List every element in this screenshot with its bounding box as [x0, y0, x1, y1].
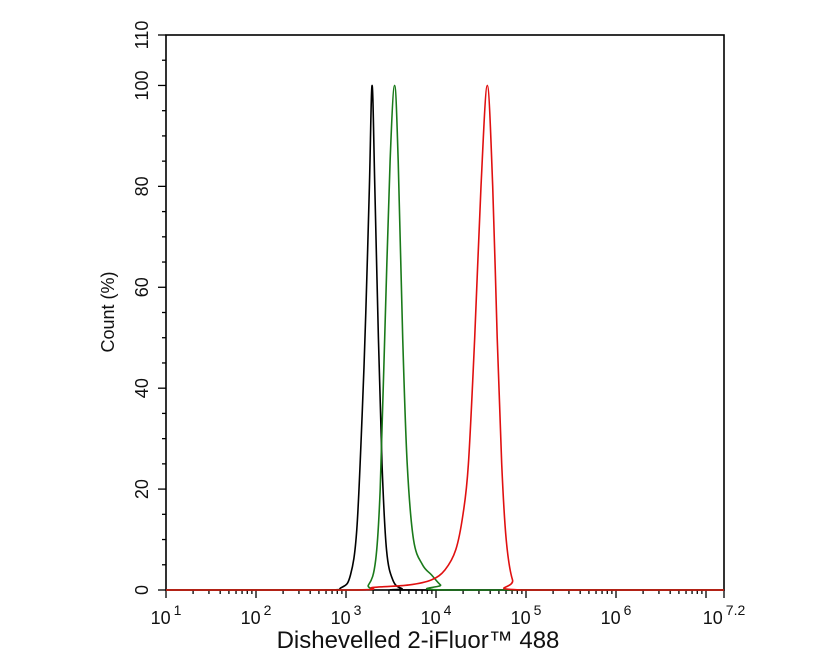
y-tick-label: 60 — [132, 277, 152, 297]
x-tick-label: 10 1 — [151, 602, 182, 628]
x-tick-label: 10 2 — [241, 602, 272, 628]
y-tick-label: 110 — [132, 21, 152, 50]
histogram-curve — [166, 84, 724, 591]
y-axis: 0 20 40 60 80 100 110 — [132, 21, 166, 595]
x-tick-label: 10 7.2 — [703, 602, 746, 628]
x-tick-label: 10 6 — [601, 602, 632, 628]
x-axis: 10 1 10 2 10 3 10 4 10 5 10 6 10 7.2 — [151, 590, 746, 628]
series-group — [166, 84, 724, 591]
x-tick-label: 10 4 — [421, 602, 452, 628]
y-tick-label: 20 — [132, 479, 152, 499]
plot-frame — [165, 34, 725, 591]
histogram-curve — [166, 84, 724, 591]
x-axis-title: Dishevelled 2-iFluor™ 488 — [277, 627, 560, 654]
y-axis-title: Count (%) — [98, 271, 118, 352]
y-tick-label: 100 — [132, 70, 152, 100]
x-tick-label: 10 5 — [511, 602, 542, 628]
y-tick-label: 0 — [132, 585, 152, 595]
histogram-curve — [166, 84, 724, 591]
y-tick-label: 40 — [132, 378, 152, 398]
y-tick-label: 80 — [132, 176, 152, 196]
x-tick-label: 10 3 — [331, 602, 362, 628]
